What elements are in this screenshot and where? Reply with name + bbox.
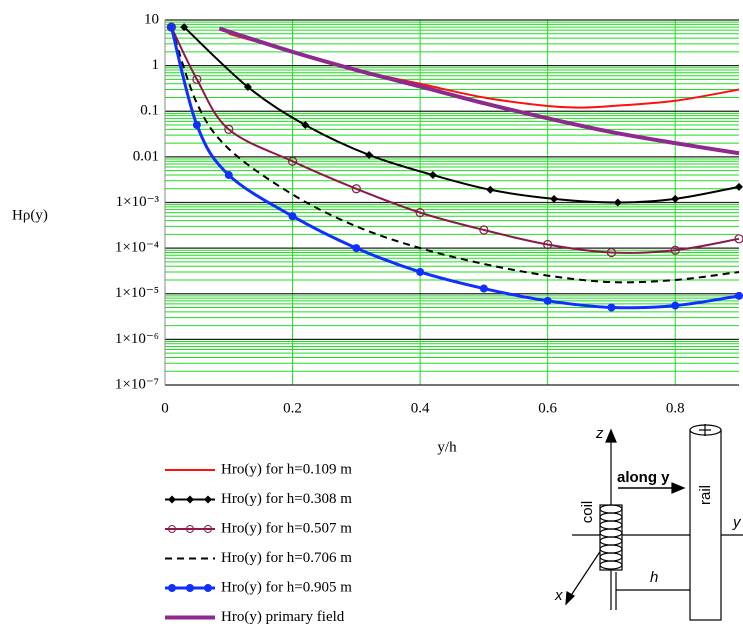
legend-marker	[204, 525, 212, 533]
h-label: h	[650, 569, 658, 586]
y-tick-label: 0.01	[133, 148, 159, 164]
series	[218, 26, 740, 156]
marker	[671, 301, 680, 310]
y-tick-label: 1	[152, 57, 160, 73]
legend-marker	[168, 525, 176, 533]
marker	[613, 198, 622, 207]
z-label: z	[595, 425, 604, 442]
x-arrow	[565, 591, 575, 606]
marker	[550, 194, 559, 203]
marker	[243, 83, 252, 92]
marker	[671, 194, 680, 203]
marker	[167, 23, 176, 32]
marker	[288, 212, 297, 221]
plot: 0 0.2 0.4 0.6 0.8 10 1 0.1 0.01 1×10⁻³ 1×10⁻⁴ 1×10⁻…	[115, 11, 743, 416]
series	[167, 23, 743, 312]
legend-marker	[204, 495, 212, 504]
y-tick-label: 1×10⁻⁴	[115, 240, 159, 256]
x-tick-label: 0	[161, 400, 169, 416]
marker	[365, 150, 374, 159]
rail	[689, 429, 722, 621]
x-tick-label: 0.4	[411, 400, 430, 416]
y-tick-label: 1×10⁻⁷	[115, 376, 159, 392]
legend-label: Hro(y) for h=0.706 m	[221, 550, 352, 566]
marker	[192, 120, 201, 129]
marker	[224, 171, 233, 180]
marker	[735, 291, 743, 300]
marker	[192, 74, 202, 84]
marker	[479, 225, 489, 235]
marker	[734, 234, 743, 244]
legend-marker	[186, 584, 194, 592]
marker	[416, 267, 425, 276]
legend-marker	[186, 525, 194, 533]
legend-marker	[168, 584, 176, 592]
series	[170, 26, 740, 284]
y-axis-label: Hρ(y)	[12, 207, 48, 223]
series	[180, 23, 743, 207]
legend-entry: Hro(y) for h=0.109 m	[165, 461, 352, 477]
y-tick-label: 1×10⁻³	[116, 194, 160, 210]
marker	[606, 247, 617, 258]
marker	[428, 171, 437, 180]
legend-label: Hro(y) for h=0.308 m	[221, 491, 352, 507]
rail-label: rail	[697, 485, 714, 505]
marker	[479, 284, 488, 293]
legend-entry: Hro(y) for h=0.905 m	[165, 579, 352, 595]
y-tick-label: 0.1	[140, 103, 159, 119]
marker	[224, 124, 234, 135]
legend-label: Hro(y) primary field	[221, 609, 345, 625]
z-arrow	[605, 428, 617, 443]
line	[228, 32, 740, 109]
y-tick-label: 1×10⁻⁵	[115, 285, 159, 301]
y-tick-label: 10	[144, 11, 159, 27]
x-axis-label: y/h	[437, 439, 457, 455]
x-tick-label: 0.2	[283, 400, 302, 416]
legend-label: Hro(y) for h=0.507 m	[221, 520, 352, 536]
along-arrow-head	[671, 482, 686, 494]
marker	[543, 239, 553, 250]
line	[170, 26, 740, 254]
marker	[735, 182, 743, 191]
legend-marker	[168, 495, 176, 504]
coil-turn	[599, 560, 623, 570]
line	[170, 26, 740, 284]
legend-marker	[186, 495, 194, 504]
coil-label: coil	[579, 501, 596, 524]
legend-entry: Hro(y) for h=0.507 m	[165, 520, 352, 536]
legend-label: Hro(y) for h=0.109 m	[221, 461, 352, 477]
legend-entry: Hro(y) for h=0.308 m	[165, 491, 352, 507]
x-tick-label: 0.8	[666, 400, 685, 416]
marker	[670, 245, 680, 255]
diagram	[565, 424, 743, 621]
y-tick-label: 1×10⁻⁶	[115, 331, 159, 347]
marker	[287, 156, 298, 166]
legend-entry: Hro(y) primary field	[165, 609, 345, 625]
coil	[599, 504, 623, 571]
marker	[352, 244, 361, 253]
marker	[180, 23, 189, 32]
marker	[301, 120, 310, 129]
marker	[351, 184, 361, 194]
line	[183, 26, 740, 204]
along-label: along y	[617, 469, 670, 486]
marker	[486, 185, 495, 194]
x-label: x	[554, 587, 563, 604]
x-tick-label: 0.6	[538, 400, 557, 416]
marker	[415, 208, 425, 218]
marker	[543, 296, 552, 305]
legend-label: Hro(y) for h=0.905 m	[221, 579, 352, 595]
line	[218, 26, 740, 156]
y-label: y	[732, 514, 742, 531]
legend-marker	[204, 584, 212, 592]
series	[228, 32, 740, 109]
marker	[607, 303, 616, 312]
legend-entry: Hro(y) for h=0.706 m	[165, 550, 352, 566]
